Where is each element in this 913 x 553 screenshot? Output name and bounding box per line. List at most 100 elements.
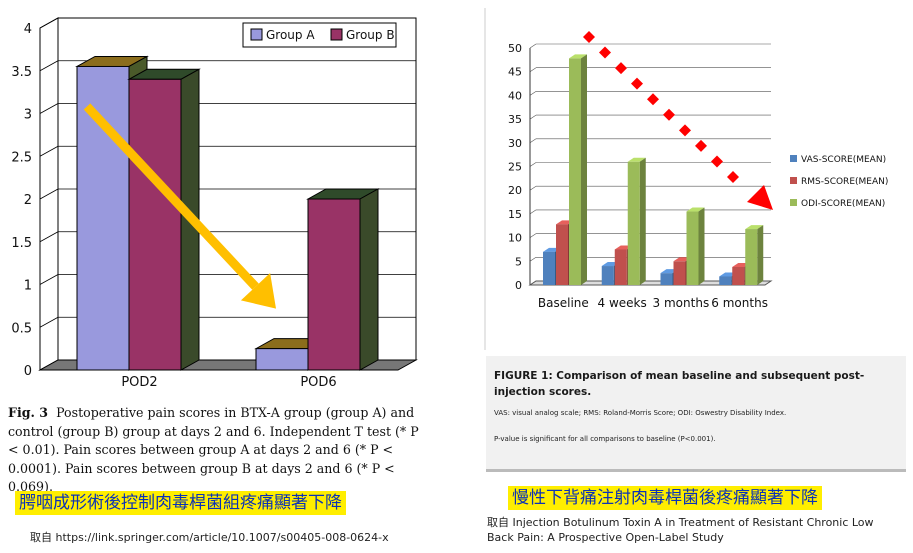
side-gridline bbox=[529, 185, 537, 191]
bar-vas-score-mean-3-months bbox=[660, 273, 673, 285]
x-tick-label: Baseline bbox=[538, 296, 589, 310]
bar-group-a-pod2 bbox=[76, 65, 130, 371]
side-gridline bbox=[39, 188, 59, 200]
bar-odi-score-mean-4-weeks bbox=[627, 161, 640, 285]
x-tick-label: 6 months bbox=[711, 296, 768, 310]
trend-arrow-diamond bbox=[727, 171, 739, 183]
trend-arrow-diamond bbox=[583, 31, 595, 43]
y-tick-label: 1.5 bbox=[11, 236, 32, 251]
y-tick-label: 35 bbox=[508, 113, 522, 126]
bar-side bbox=[359, 188, 379, 371]
trend-arrow-diamond bbox=[679, 124, 691, 137]
y-tick-label: 4 bbox=[24, 22, 32, 37]
y-tick-label: 40 bbox=[508, 89, 522, 102]
side-gridline bbox=[529, 257, 537, 262]
bar-group-b-pod2 bbox=[128, 78, 182, 371]
left-banner: 腭咽成形術後控制肉毒桿菌組疼痛顯著下降 bbox=[15, 491, 346, 515]
trend-arrow-diamond bbox=[711, 155, 723, 168]
y-tick-label: 15 bbox=[508, 208, 522, 221]
left-panel: 0 0.5 1 1.5 2 2.5 3 3.5 4 POD2 POD6 Group A Group B … bbox=[0, 0, 450, 553]
y-tick-label: 3 bbox=[24, 108, 32, 123]
side-gridline bbox=[529, 209, 537, 215]
bar-side bbox=[698, 207, 705, 285]
y-tick-label: 25 bbox=[508, 161, 522, 174]
figure-note-pvalue: P-value is significant for all compariso… bbox=[494, 435, 716, 443]
side-gridline bbox=[39, 60, 59, 72]
x-tick-label: 4 weeks bbox=[598, 296, 647, 310]
side-gridline bbox=[39, 274, 59, 285]
right-banner: 慢性下背痛注射肉毒桿菌後疼痛顯著下降 bbox=[508, 486, 822, 510]
chart-back-pain-scores: 0 5 10 15 20 25 30 35 40 45 50 Baseline 4 weeks 3 mon… bbox=[484, 8, 888, 350]
trend-arrow-diamond bbox=[695, 139, 707, 152]
bar-vas-score-mean-4-weeks bbox=[601, 266, 614, 285]
legend: VAS-SCORE(MEAN) RMS-SCORE(MEAN) ODI-SCORE(… bbox=[790, 155, 888, 209]
trend-arrow-diamond bbox=[631, 77, 643, 90]
legend-label: RMS-SCORE(MEAN) bbox=[801, 177, 888, 187]
caption-fig-label: Fig. 3 bbox=[8, 405, 49, 420]
trend-arrow-head bbox=[240, 273, 276, 309]
legend-label: VAS-SCORE(MEAN) bbox=[801, 155, 886, 165]
legend: Group A Group B bbox=[242, 22, 397, 48]
trend-arrow-shaft bbox=[83, 103, 259, 290]
legend-swatch bbox=[790, 155, 797, 162]
trend-arrow-diamond bbox=[599, 46, 611, 59]
x-tick-label: POD6 bbox=[300, 375, 336, 390]
left-source: 取自 https://link.springer.com/article/10.… bbox=[30, 531, 389, 544]
y-tick-label: 1 bbox=[24, 279, 32, 294]
bar-odi-score-mean-baseline bbox=[569, 58, 581, 285]
legend-box bbox=[242, 22, 397, 48]
side-gridline bbox=[39, 231, 59, 243]
y-tick-label: 3.5 bbox=[11, 65, 32, 80]
y-tick-label: 10 bbox=[508, 232, 522, 245]
bar-side bbox=[581, 54, 587, 285]
right-source-line1: 取自 Injection Botulinum Toxin A in Treatm… bbox=[487, 516, 874, 529]
trend-arrow-head bbox=[747, 185, 773, 210]
legend-swatch bbox=[790, 177, 797, 184]
y-tick-label: 2 bbox=[24, 193, 32, 208]
y-tick-label: 45 bbox=[508, 66, 522, 79]
figure-caption-left: Fig. 3 Postoperative pain scores in BTX-… bbox=[8, 404, 433, 497]
bar-rms-score-mean-3-months bbox=[673, 261, 686, 285]
side-gridline bbox=[529, 67, 537, 72]
figure-caption-box: FIGURE 1: Comparison of mean baseline an… bbox=[486, 356, 906, 472]
trend-arrow-diamond bbox=[615, 62, 627, 75]
x-tick-label: POD2 bbox=[121, 375, 157, 390]
caption-text: Postoperative pain scores in BTX-A group… bbox=[8, 405, 419, 494]
side-gridline bbox=[529, 43, 537, 49]
trend-arrow-diamond bbox=[647, 93, 659, 106]
bar-group-b-pod6 bbox=[307, 198, 361, 371]
side-gridline bbox=[529, 114, 537, 120]
figure-note-abbrev: VAS: visual analog scale; RMS: Roland-Mo… bbox=[494, 409, 787, 417]
y-tick-label: 30 bbox=[508, 137, 522, 150]
bar-side bbox=[757, 225, 764, 285]
trend-arrow-diamond bbox=[663, 108, 675, 121]
side-gridline bbox=[529, 91, 537, 96]
bar-vas-score-mean-baseline bbox=[543, 251, 555, 285]
y-tick-label: 20 bbox=[508, 184, 522, 197]
bar-side bbox=[639, 157, 646, 285]
chart-pain-scores: 0 0.5 1 1.5 2 2.5 3 3.5 4 POD2 POD6 Group A Group B bbox=[11, 17, 418, 390]
figure-title: FIGURE 1: Comparison of mean baseline an… bbox=[494, 370, 865, 398]
y-tick-label: 0 bbox=[515, 279, 522, 292]
side-gridline bbox=[529, 138, 537, 144]
side-gridline bbox=[39, 103, 59, 114]
side-gridline bbox=[529, 162, 537, 167]
bar-rms-score-mean-6-months bbox=[732, 266, 745, 285]
y-tick-label: 0 bbox=[24, 364, 32, 379]
bar-odi-score-mean-6-months bbox=[745, 229, 758, 285]
bar-vas-score-mean-6-months bbox=[719, 276, 732, 285]
legend-swatch bbox=[250, 28, 263, 41]
bar-rms-score-mean-baseline bbox=[556, 224, 568, 285]
legend-label: Group B bbox=[346, 28, 395, 42]
y-tick-label: 5 bbox=[515, 255, 522, 268]
y-tick-label: 0.5 bbox=[11, 321, 32, 336]
legend-label: Group A bbox=[266, 28, 315, 42]
side-gridline bbox=[39, 316, 59, 328]
y-tick-label: 2.5 bbox=[11, 150, 32, 165]
bar-odi-score-mean-3-months bbox=[686, 211, 699, 285]
legend-swatch bbox=[790, 199, 797, 206]
right-panel: 0 5 10 15 20 25 30 35 40 45 50 Baseline 4 weeks 3 mon… bbox=[470, 0, 913, 553]
x-tick-label: 3 months bbox=[653, 296, 710, 310]
bar-rms-score-mean-4-weeks bbox=[614, 249, 627, 285]
side-gridline bbox=[39, 145, 59, 157]
